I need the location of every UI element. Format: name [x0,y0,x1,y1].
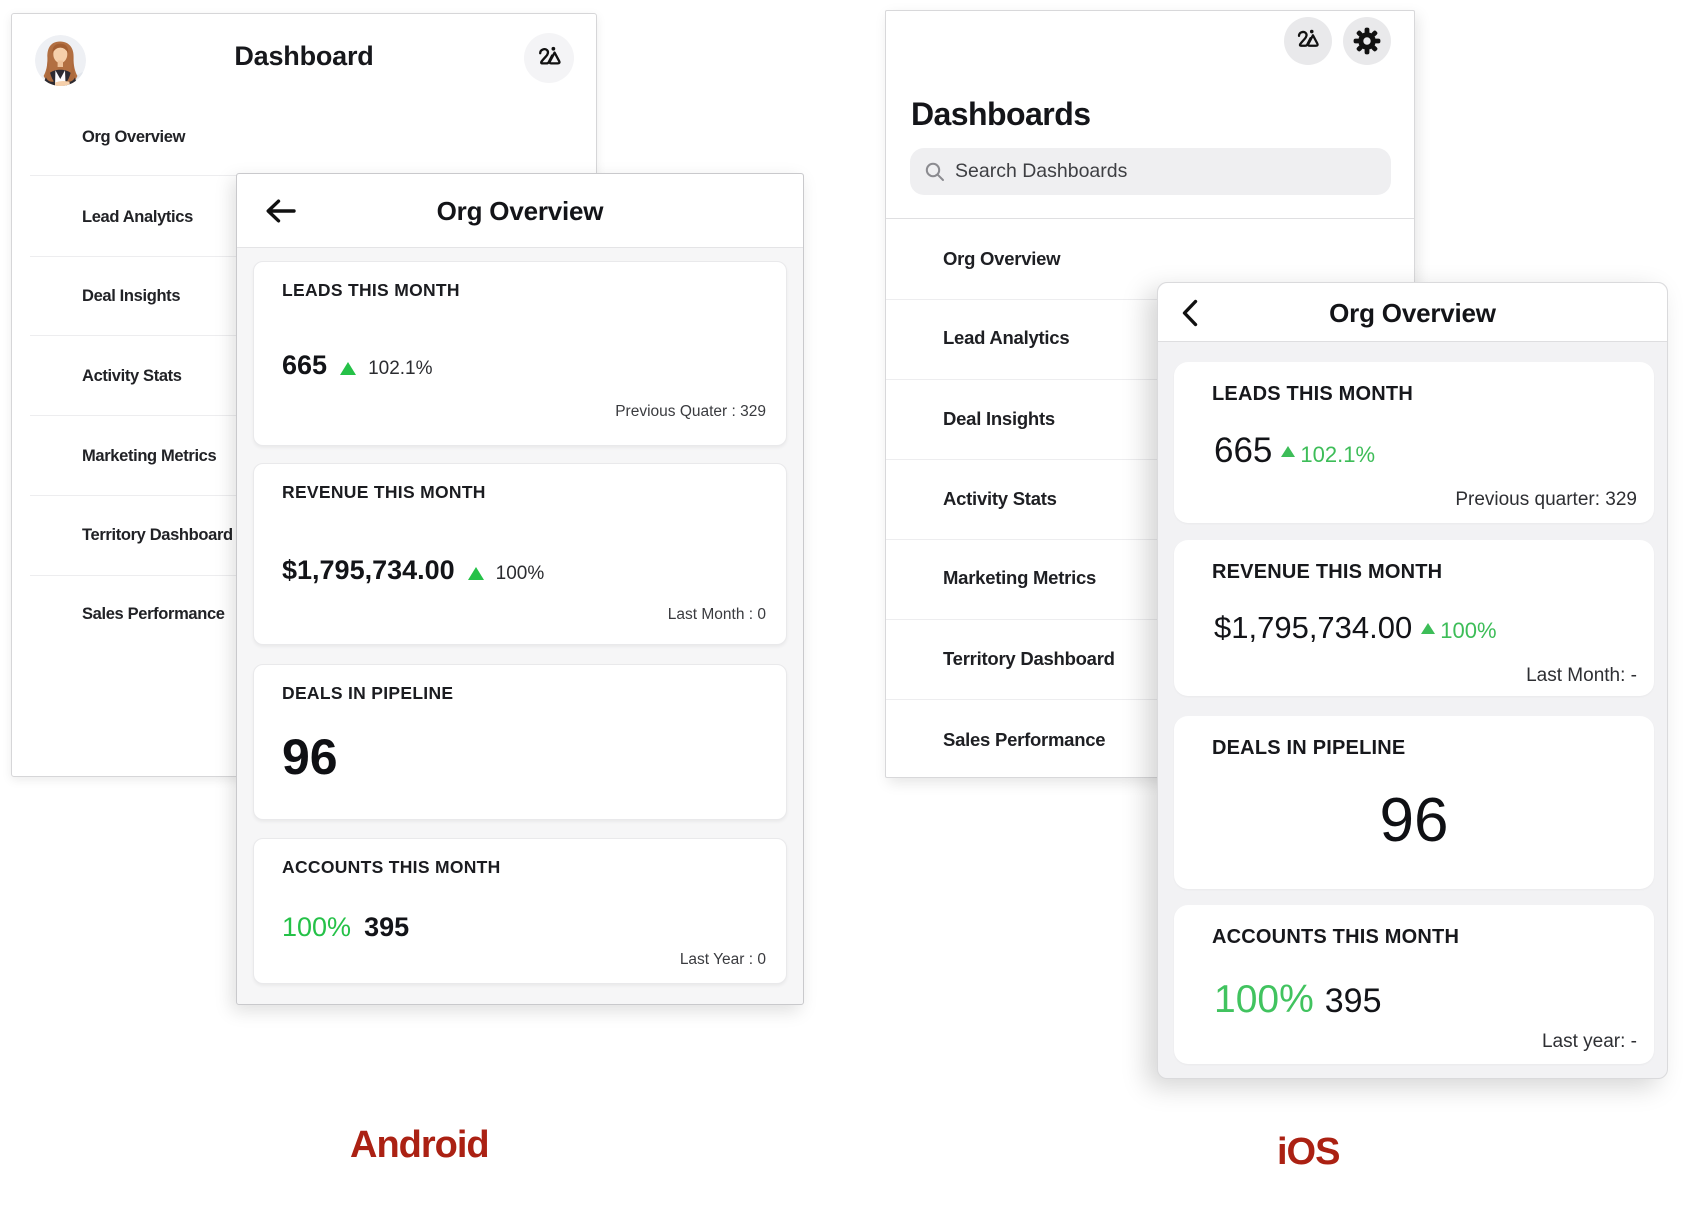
card-deals-in-pipeline: DEALS IN PIPELINE 96 [253,664,787,820]
detail-title: Org Overview [436,196,604,226]
divider [886,699,1414,700]
caption-android: Android [350,1124,490,1166]
revenue-value: $1,795,734.00 [282,555,455,585]
chevron-left-icon [1182,299,1198,327]
accounts-percent: 100% [1214,978,1314,1021]
menu-item-org-overview[interactable]: Org Overview [82,128,186,146]
card-title: DEALS IN PIPELINE [282,683,454,703]
card-leads-this-month: LEADS THIS MONTH 665 102.1% Previous qua… [1174,362,1654,523]
menu-item-deal-insights[interactable]: Deal Insights [943,408,1055,429]
zia-icon [1297,29,1319,47]
accounts-value: 395 [364,912,410,942]
leads-delta: 102.1% [1300,442,1376,467]
accounts-percent: 100% [282,912,352,942]
page-title: Dashboard [234,41,374,71]
revenue-delta: 100% [495,563,545,584]
card-footer: Previous Quater : 329 [615,403,766,420]
detail-header: Org Overview [237,174,803,248]
card-title: REVENUE THIS MONTH [282,482,486,502]
back-button[interactable] [1181,299,1198,327]
menu-item-org-overview[interactable]: Org Overview [943,248,1061,269]
card-title: LEADS THIS MONTH [1212,383,1413,405]
card-accounts-this-month: ACCOUNTS THIS MONTH 100% 395 Last year: … [1174,905,1654,1064]
deals-value: 96 [1379,786,1449,855]
card-footer: Last Month: - [1526,665,1637,686]
card-title: ACCOUNTS THIS MONTH [282,857,501,877]
page-title: Dashboards [911,96,1091,132]
card-title: DEALS IN PIPELINE [1212,737,1406,759]
up-triangle-icon [1281,445,1296,457]
avatar[interactable] [35,35,86,86]
menu-item-activity-stats[interactable]: Activity Stats [943,488,1057,509]
divider [886,459,1414,460]
search-icon [925,162,944,181]
card-title: ACCOUNTS THIS MONTH [1212,926,1460,948]
zia-button[interactable] [524,33,574,83]
zia-button[interactable] [1284,17,1332,65]
menu-item-activity-stats[interactable]: Activity Stats [82,367,182,385]
divider [886,379,1414,380]
card-deals-in-pipeline: DEALS IN PIPELINE 96 [1174,716,1654,889]
detail-title: Org Overview [1329,298,1496,328]
card-title: REVENUE THIS MONTH [1212,561,1443,583]
menu-item-deal-insights[interactable]: Deal Insights [82,287,181,305]
ios-org-overview-screen: Org Overview LEADS THIS MONTH 665 102.1%… [1157,282,1668,1079]
zia-icon [538,46,561,65]
divider [886,299,1414,300]
revenue-delta: 100% [1440,618,1497,643]
card-footer: Last Month : 0 [667,606,766,623]
card-footer: Last year: - [1541,1031,1637,1052]
avatar-illustration [35,35,86,86]
card-revenue-this-month: REVENUE THIS MONTH $1,795,734.00 100% La… [1174,540,1654,696]
up-triangle-icon [467,567,484,580]
divider [886,218,1414,219]
accounts-value: 395 [1324,982,1382,1020]
menu-item-lead-analytics[interactable]: Lead Analytics [82,208,193,226]
back-button[interactable] [264,198,296,224]
menu-item-sales-performance[interactable]: Sales Performance [82,605,225,623]
menu-item-marketing-metrics[interactable]: Marketing Metrics [943,567,1097,588]
menu-item-territory-dashboard[interactable]: Territory Dashboard [82,526,233,544]
leads-value: 665 [1214,431,1273,470]
leads-delta: 102.1% [368,358,433,379]
detail-header: Org Overview [1158,283,1667,342]
revenue-value: $1,795,734.00 [1214,610,1413,645]
menu-item-sales-performance[interactable]: Sales Performance [943,729,1106,750]
search-placeholder: Search Dashboards [955,160,1128,182]
settings-button[interactable] [1343,17,1391,65]
card-revenue-this-month: REVENUE THIS MONTH $1,795,734.00 100% La… [253,463,787,645]
menu-item-marketing-metrics[interactable]: Marketing Metrics [82,447,217,465]
up-triangle-icon [1421,622,1436,634]
android-org-overview-screen: Org Overview LEADS THIS MONTH 665 102.1%… [236,173,804,1005]
divider [886,539,1414,540]
menu-item-territory-dashboard[interactable]: Territory Dashboard [943,648,1115,669]
caption-ios: iOS [1277,1131,1340,1173]
deals-value: 96 [282,729,338,785]
card-footer: Previous quarter: 329 [1455,489,1637,510]
up-triangle-icon [340,362,357,375]
menu-item-lead-analytics[interactable]: Lead Analytics [943,327,1070,348]
card-leads-this-month: LEADS THIS MONTH 665 102.1% Previous Qua… [253,261,787,446]
search-input[interactable]: Search Dashboards [910,148,1391,195]
divider [886,619,1414,620]
card-footer: Last Year : 0 [679,951,766,968]
gear-icon [1353,27,1381,55]
card-accounts-this-month: ACCOUNTS THIS MONTH 100% 395 Last Year :… [253,838,787,984]
back-arrow-icon [266,199,296,223]
leads-value: 665 [282,350,328,380]
card-title: LEADS THIS MONTH [282,280,460,300]
